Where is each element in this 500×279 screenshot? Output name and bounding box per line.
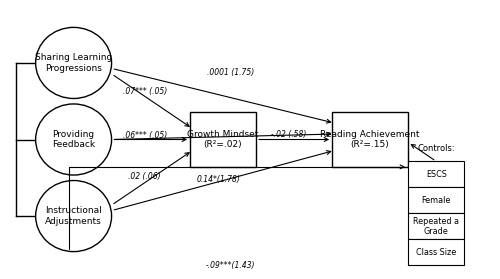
- Bar: [408, 213, 465, 239]
- Ellipse shape: [36, 104, 112, 175]
- Text: Reading Achievement
(R²=.15): Reading Achievement (R²=.15): [320, 130, 420, 149]
- Text: 0.14*(1.78): 0.14*(1.78): [196, 175, 240, 184]
- Text: Class Size: Class Size: [416, 248, 457, 257]
- Text: ESCS: ESCS: [426, 170, 446, 179]
- Text: Controls:: Controls:: [418, 144, 455, 153]
- Ellipse shape: [36, 27, 112, 98]
- Bar: [408, 161, 465, 187]
- Text: -.02 (.58): -.02 (.58): [270, 130, 306, 139]
- Bar: [332, 112, 408, 167]
- Ellipse shape: [36, 181, 112, 252]
- Text: Growth Mindset
(R²=.02): Growth Mindset (R²=.02): [188, 130, 258, 149]
- Bar: [408, 187, 465, 213]
- Text: .0001 (1.75): .0001 (1.75): [207, 68, 254, 77]
- Bar: [408, 239, 465, 265]
- Text: .06*** (.05): .06*** (.05): [122, 131, 167, 140]
- Text: .07*** (.05): .07*** (.05): [122, 87, 167, 96]
- Text: Instructional
Adjustments: Instructional Adjustments: [45, 206, 102, 226]
- Text: Providing
Feedback: Providing Feedback: [52, 130, 95, 149]
- Text: Sharing Learning
Progressions: Sharing Learning Progressions: [35, 53, 112, 73]
- Text: Repeated a
Grade: Repeated a Grade: [413, 217, 459, 236]
- Bar: [190, 112, 256, 167]
- Text: -.09***(1.43): -.09***(1.43): [206, 261, 255, 270]
- Text: Female: Female: [422, 196, 451, 205]
- Text: .02 (.06): .02 (.06): [128, 172, 161, 181]
